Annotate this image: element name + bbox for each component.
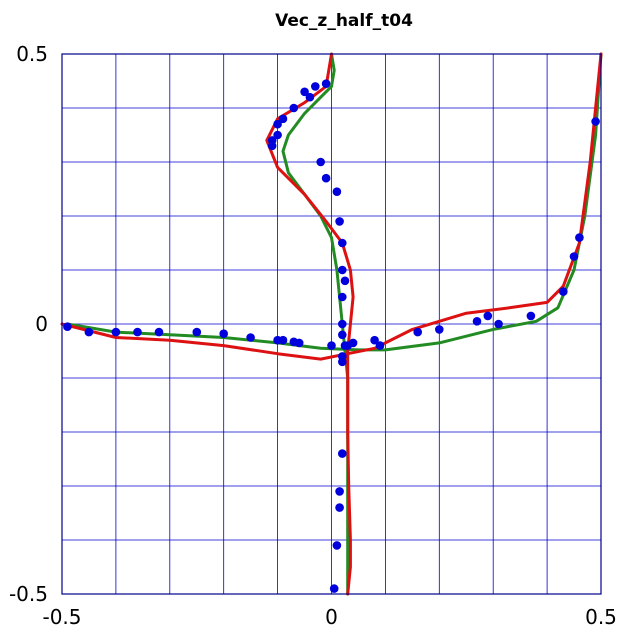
data-point [335, 487, 344, 496]
data-point [63, 322, 72, 332]
data-point [321, 79, 331, 88]
data-point [338, 357, 347, 367]
data-point [375, 341, 385, 350]
data-point [273, 130, 282, 140]
x-tick-label: 0 [325, 605, 338, 629]
data-point [300, 87, 309, 97]
plot-frame [61, 53, 602, 595]
data-point [591, 117, 600, 126]
data-point [575, 233, 584, 242]
y-tick-label: 0 [35, 312, 48, 336]
data-point [192, 327, 202, 337]
data-point [273, 119, 282, 129]
data-point [559, 287, 568, 296]
data-point [294, 338, 304, 348]
grid [62, 54, 601, 594]
series-line-1-1 [265, 52, 355, 596]
data-point [278, 335, 288, 345]
data-point [133, 327, 142, 337]
data-point [338, 238, 347, 248]
data-point [348, 338, 358, 348]
axes [61, 53, 602, 595]
data-point [338, 449, 347, 458]
data-point [435, 325, 444, 334]
data-point [340, 276, 350, 286]
x-tick-label: -0.5 [42, 605, 81, 629]
data-point [332, 541, 342, 550]
chart-title: Vec_z_half_t04 [275, 11, 413, 31]
points-layer [63, 79, 600, 593]
data-point [305, 92, 315, 102]
data-point [329, 584, 339, 593]
data-point [335, 503, 344, 512]
data-point [332, 187, 342, 196]
data-point [219, 329, 228, 339]
data-point [316, 157, 326, 167]
data-point [526, 311, 536, 321]
x-tick-label: 0.5 [585, 605, 617, 629]
data-point [278, 114, 288, 124]
data-point [289, 103, 299, 113]
y-tick-label: -0.5 [9, 582, 48, 606]
data-point [154, 327, 164, 337]
data-point [370, 335, 379, 345]
data-point [246, 333, 255, 342]
data-point [569, 252, 579, 261]
data-point [267, 136, 277, 145]
data-point [413, 327, 423, 337]
data-point [472, 317, 482, 326]
tick-labels: -0.5 0 0.5 0.5 0 -0.5 [9, 42, 617, 629]
data-point [338, 292, 347, 302]
data-point [483, 311, 493, 321]
data-point [311, 82, 320, 91]
y-tick-label: 0.5 [16, 42, 48, 66]
data-point [338, 319, 347, 329]
data-point [335, 217, 344, 226]
data-point [327, 341, 336, 350]
data-point [321, 173, 331, 183]
data-point [338, 330, 347, 340]
data-point [84, 327, 94, 337]
data-point [111, 327, 121, 337]
data-point [338, 265, 347, 275]
series-line-1-0 [60, 52, 603, 361]
data-point [494, 319, 503, 329]
